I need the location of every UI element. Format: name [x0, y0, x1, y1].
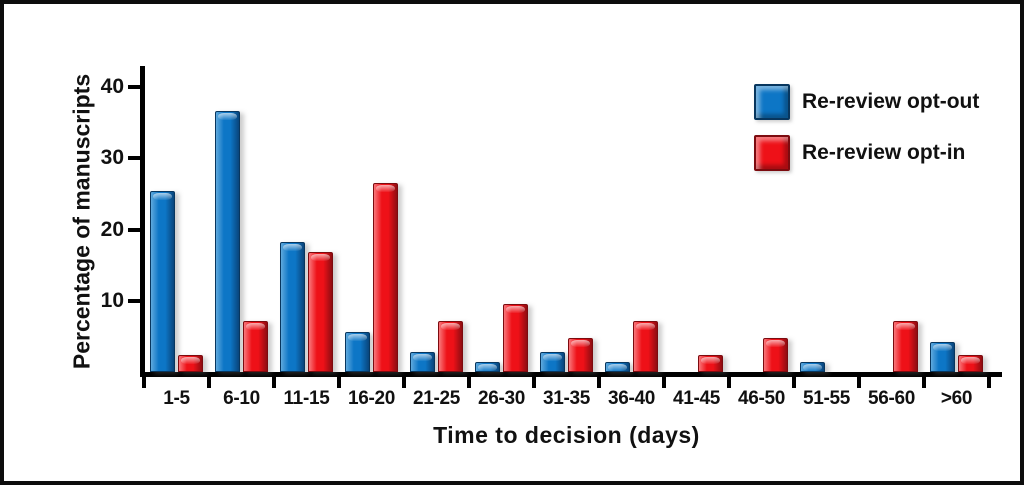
- legend-label-opt-in: Re-review opt-in: [802, 141, 966, 164]
- x-axis-title: Time to decision (days): [433, 422, 700, 448]
- x-axis-tick: [272, 377, 276, 388]
- legend-swatch-opt-out: [754, 84, 790, 120]
- bar-top-highlight: [961, 357, 980, 364]
- x-tick-label: 51-55: [802, 388, 851, 409]
- bar-opt-in-41-45: [698, 355, 723, 372]
- y-axis-tick: [128, 85, 141, 90]
- bar-opt-in-46-50: [763, 338, 788, 372]
- bar-opt-in-36-40: [633, 321, 658, 372]
- bar-top-highlight: [896, 323, 915, 330]
- bar-top-highlight: [766, 340, 785, 347]
- x-axis-tick: [337, 377, 341, 388]
- bar-top-highlight: [571, 340, 590, 347]
- legend-entry-opt-out: Re-review opt-out: [754, 84, 1014, 120]
- bar-opt-out-6-10: [215, 111, 240, 372]
- legend-swatch-opt-in: [754, 135, 790, 171]
- bar-top-highlight: [701, 357, 720, 364]
- bar-top-highlight: [311, 254, 330, 261]
- bar-opt-out-16-20: [345, 332, 370, 372]
- x-axis-tick: [662, 377, 666, 388]
- bar-opt-out-26-30: [475, 362, 500, 372]
- bar-opt-in-31-35: [568, 338, 593, 372]
- bar-top-highlight: [413, 354, 432, 361]
- bar-opt-in-11-15: [308, 252, 333, 372]
- x-tick-label: 11-15: [283, 388, 330, 409]
- bar-opt-out->60: [930, 342, 955, 372]
- x-tick-label: >60: [940, 388, 973, 409]
- bar-top-highlight: [636, 323, 655, 330]
- y-tick-label: 30: [100, 146, 124, 170]
- y-tick-label: 40: [100, 75, 124, 99]
- bar-opt-out-1-5: [150, 191, 175, 372]
- bar-opt-in-26-30: [503, 304, 528, 372]
- bar-opt-out-11-15: [280, 242, 305, 372]
- y-axis-tick: [128, 227, 141, 232]
- bar-top-highlight: [153, 193, 172, 200]
- bar-opt-out-21-25: [410, 352, 435, 372]
- bar-top-highlight: [246, 323, 265, 330]
- bar-opt-in-21-25: [438, 321, 463, 372]
- bar-top-highlight: [478, 364, 497, 371]
- x-tick-label: 6-10: [223, 388, 260, 409]
- legend: Re-review opt-out Re-review opt-in: [754, 84, 1014, 186]
- bar-top-highlight: [348, 334, 367, 341]
- x-axis-line: [140, 372, 1002, 377]
- bar-top-highlight: [376, 185, 395, 192]
- y-tick-label: 10: [100, 288, 124, 312]
- x-tick-label: 16-20: [347, 388, 396, 409]
- bar-top-highlight: [506, 306, 525, 313]
- bar-opt-out-36-40: [605, 362, 630, 372]
- x-tick-label: 26-30: [477, 388, 526, 409]
- x-tick-label: 46-50: [737, 388, 786, 409]
- x-axis-tick: [597, 377, 601, 388]
- x-tick-label: 56-60: [867, 388, 916, 409]
- x-axis-tick: [922, 377, 926, 388]
- bar-opt-out-51-55: [800, 362, 825, 372]
- legend-label-opt-out: Re-review opt-out: [802, 90, 980, 113]
- x-axis-tick: [727, 377, 731, 388]
- legend-entry-opt-in: Re-review opt-in: [754, 135, 1014, 171]
- x-axis-tick: [792, 377, 796, 388]
- x-tick-label: 31-35: [542, 388, 591, 409]
- x-tick-label: 21-25: [412, 388, 461, 409]
- x-tick-label: 1-5: [163, 388, 190, 409]
- bar-top-highlight: [933, 344, 952, 351]
- bar-top-highlight: [181, 357, 200, 364]
- bar-top-highlight: [441, 323, 460, 330]
- x-axis-tick: [532, 377, 536, 388]
- y-tick-label: 20: [100, 217, 124, 241]
- bar-top-highlight: [543, 354, 562, 361]
- y-axis-line: [140, 66, 145, 376]
- x-axis-tick: [857, 377, 861, 388]
- x-tick-label: 36-40: [607, 388, 656, 409]
- y-axis-tick: [128, 156, 141, 161]
- bar-top-highlight: [283, 244, 302, 251]
- bar-opt-out-31-35: [540, 352, 565, 372]
- bar-opt-in-6-10: [243, 321, 268, 372]
- bar-top-highlight: [218, 113, 237, 120]
- bar-opt-in-56-60: [893, 321, 918, 372]
- x-axis-tick: [467, 377, 471, 388]
- x-axis-tick: [402, 377, 406, 388]
- bar-top-highlight: [803, 364, 822, 371]
- bar-top-highlight: [608, 364, 627, 371]
- bar-opt-in-1-5: [178, 355, 203, 372]
- x-tick-label: 41-45: [672, 388, 721, 409]
- x-axis-tick: [142, 377, 146, 388]
- x-axis-tick: [207, 377, 211, 388]
- bar-opt-in-16-20: [373, 183, 398, 372]
- y-axis-tick: [128, 298, 141, 303]
- x-axis-tick: [987, 377, 991, 388]
- bar-opt-in->60: [958, 355, 983, 372]
